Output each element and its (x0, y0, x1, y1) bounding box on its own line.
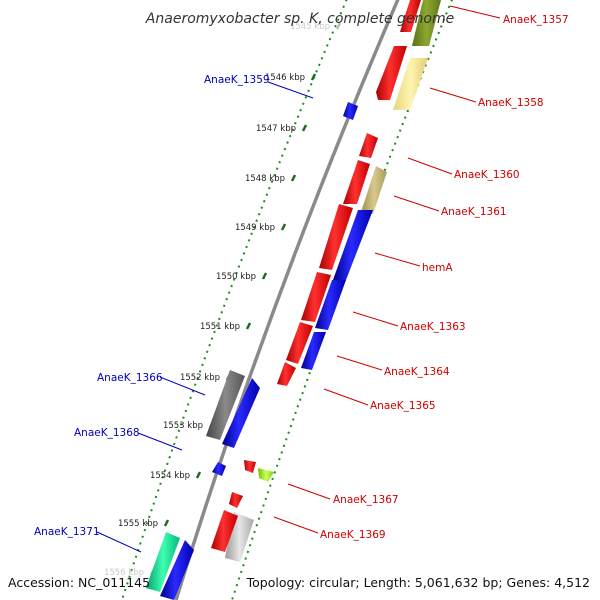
kbp-tick-label: 1555 kbp (118, 519, 158, 529)
kbp-tick (163, 519, 170, 527)
gene-forward-arrow-4[interactable] (301, 272, 331, 322)
kbp-tick (195, 471, 202, 479)
gene-AnaeK_1365-arrow[interactable] (286, 322, 313, 364)
gene-label-AnaeK_1371[interactable]: AnaeK_1371 (34, 526, 100, 538)
gene-AnaeK_1364-arrow[interactable] (301, 332, 326, 370)
gene-hemA-arrow[interactable] (333, 210, 373, 280)
kbp-tick-label: 1547 kbp (256, 124, 296, 134)
gene-forward-arrow-3[interactable] (319, 204, 353, 270)
gene-label-AnaeK_1359[interactable]: AnaeK_1359 (204, 74, 270, 86)
gene-AnaeK_1367-arrow[interactable] (258, 468, 274, 482)
gene-label-AnaeK_1369[interactable]: AnaeK_1369 (320, 529, 386, 541)
gene-label-AnaeK_1361[interactable]: AnaeK_1361 (441, 206, 507, 218)
accession-text: Accession: NC_011145 (8, 575, 150, 590)
kbp-tick-marks: 1545 kbp 1546 kbp 1547 kbp 1548 kbp 1549 kbp… (104, 22, 342, 578)
gene-forward-arrow-7[interactable] (229, 492, 243, 508)
kbp-tick-label: 1548 kbp (245, 174, 285, 184)
gene-reverse-arrow-2[interactable] (160, 540, 194, 600)
gene-AnaeK_1366-arrow[interactable] (206, 370, 245, 440)
gene-label-AnaeK_1368[interactable]: AnaeK_1368 (74, 427, 140, 439)
kbp-tick (245, 322, 252, 330)
gene-olive-arrow[interactable] (412, 0, 441, 46)
gene-reverse-arrow-1[interactable] (222, 378, 260, 448)
kbp-tick-label: 1556 kbp (104, 568, 144, 578)
gene-label-hemA[interactable]: hemA (422, 262, 453, 274)
gene-AnaeK_1359-arrow[interactable] (343, 102, 358, 120)
kbp-tick-label: 1546 kbp (265, 73, 305, 83)
kbp-tick-label: 1553 kbp (163, 421, 203, 431)
gene-label-AnaeK_1357[interactable]: AnaeK_1357 (503, 14, 569, 26)
kbp-tick-label: 1554 kbp (150, 471, 190, 481)
kbp-tick-label: 1545 kbp (290, 22, 330, 32)
gene-labels: AnaeK_1357 AnaeK_1358 AnaeK_1359 AnaeK_1… (34, 14, 569, 541)
gene-forward-arrow-5[interactable] (277, 362, 296, 386)
gene-AnaeK_1357-arrow[interactable] (400, 0, 421, 32)
kbp-tick (310, 73, 317, 81)
gene-AnaeK_1368-arrow[interactable] (212, 462, 226, 476)
genome-summary-text: Topology: circular; Length: 5,061,632 bp… (246, 575, 590, 590)
gene-AnaeK_1358-arrow[interactable] (393, 58, 428, 110)
kbp-tick-label: 1549 kbp (235, 223, 275, 233)
gene-label-AnaeK_1367[interactable]: AnaeK_1367 (333, 494, 399, 506)
gene-AnaeK_1360-arrow[interactable] (359, 133, 378, 158)
gene-AnaeK_1371-arrow[interactable] (146, 532, 180, 592)
gene-label-AnaeK_1358[interactable]: AnaeK_1358 (478, 97, 544, 109)
gene-label-AnaeK_1365[interactable]: AnaeK_1365 (370, 400, 436, 412)
kbp-tick (335, 22, 342, 30)
gene-label-AnaeK_1366[interactable]: AnaeK_1366 (97, 372, 163, 384)
gene-forward-arrow-2[interactable] (343, 160, 370, 204)
gene-forward-arrow-1[interactable] (376, 46, 407, 100)
gene-AnaeK_1361-arrow[interactable] (361, 166, 387, 214)
kbp-tick-label: 1551 kbp (200, 322, 240, 332)
kbp-tick (301, 124, 308, 132)
kbp-tick (290, 174, 297, 182)
kbp-tick (280, 223, 287, 231)
map-title: Anaeromyxobacter sp. K, complete genome (145, 11, 454, 27)
gene-AnaeK_1363-arrow[interactable] (315, 280, 346, 330)
gene-forward-arrow-6[interactable] (244, 460, 256, 473)
genome-backbone (174, 0, 400, 600)
kbp-tick-label: 1550 kbp (216, 272, 256, 282)
gene-label-AnaeK_1360[interactable]: AnaeK_1360 (454, 169, 520, 181)
gene-forward-arrow-8[interactable] (211, 510, 238, 552)
gene-label-AnaeK_1364[interactable]: AnaeK_1364 (384, 366, 450, 378)
label-connectors (96, 5, 501, 553)
outer-dotted-guide (231, 0, 453, 600)
kbp-tick-label: 1552 kbp (180, 373, 220, 383)
kbp-tick (261, 272, 268, 280)
gene-label-AnaeK_1363[interactable]: AnaeK_1363 (400, 321, 466, 333)
